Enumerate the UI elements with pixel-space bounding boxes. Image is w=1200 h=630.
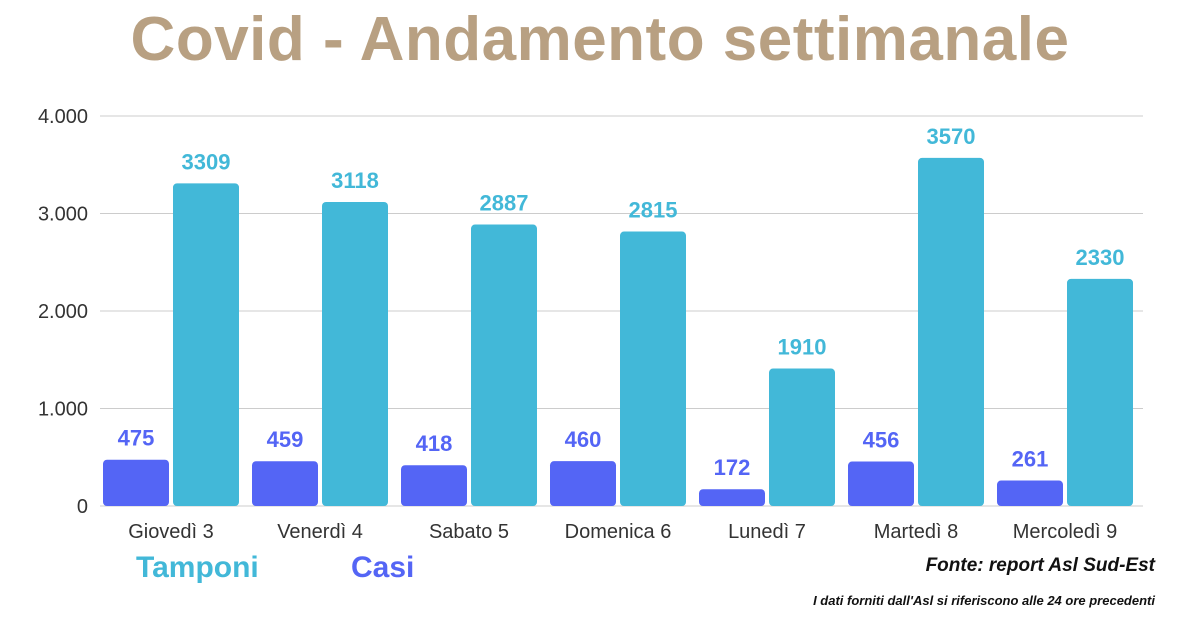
bar-tamponi bbox=[769, 368, 835, 506]
x-tick-label: Lunedì 7 bbox=[728, 521, 806, 543]
bar-casi bbox=[848, 461, 914, 506]
data-label-casi: 418 bbox=[416, 431, 453, 456]
y-tick-label: 3.000 bbox=[38, 204, 88, 226]
bar-casi bbox=[997, 480, 1063, 506]
bar-casi bbox=[252, 461, 318, 506]
data-label-casi: 460 bbox=[565, 427, 602, 452]
footnote-text: I dati forniti dall'Asl si riferiscono a… bbox=[813, 593, 1155, 608]
x-tick-label: Sabato 5 bbox=[429, 521, 509, 543]
y-tick-label: 4.000 bbox=[38, 106, 88, 128]
data-label-tamponi: 3309 bbox=[182, 149, 231, 174]
legend-tamponi: Tamponi bbox=[136, 551, 259, 584]
bar-tamponi bbox=[173, 183, 239, 506]
data-label-tamponi: 2330 bbox=[1076, 245, 1125, 270]
bar-tamponi bbox=[322, 201, 388, 506]
y-tick-label: 2.000 bbox=[38, 301, 88, 323]
x-tick-label: Martedì 8 bbox=[874, 521, 958, 543]
data-label-casi: 475 bbox=[118, 426, 155, 451]
bar-casi bbox=[103, 459, 169, 506]
x-tick-label: Venerdì 4 bbox=[277, 521, 363, 543]
data-label-tamponi: 1910 bbox=[778, 335, 827, 360]
data-label-tamponi: 2887 bbox=[480, 191, 529, 216]
source-text: Fonte: report Asl Sud-Est bbox=[925, 555, 1155, 576]
bar-tamponi bbox=[620, 231, 686, 506]
data-label-tamponi: 3118 bbox=[331, 168, 379, 193]
x-tick-label: Mercoledì 9 bbox=[1013, 521, 1118, 543]
data-label-casi: 172 bbox=[714, 455, 751, 480]
chart-title: Covid - Andamento settimanale bbox=[130, 5, 1070, 74]
y-tick-label: 0 bbox=[77, 496, 88, 518]
bar-casi bbox=[699, 489, 765, 506]
x-tick-label: Domenica 6 bbox=[565, 521, 672, 543]
bar-casi bbox=[550, 461, 616, 506]
bar-tamponi bbox=[471, 224, 537, 506]
data-label-casi: 261 bbox=[1012, 447, 1049, 472]
data-label-tamponi: 3570 bbox=[927, 124, 976, 149]
bar-tamponi bbox=[1067, 278, 1133, 506]
data-label-casi: 459 bbox=[267, 427, 304, 452]
data-label-casi: 456 bbox=[863, 428, 900, 453]
y-tick-label: 1.000 bbox=[38, 399, 88, 421]
data-label-tamponi: 2815 bbox=[629, 198, 678, 223]
x-tick-label: Giovedì 3 bbox=[128, 521, 214, 543]
bar-tamponi bbox=[918, 157, 984, 507]
bar-casi bbox=[401, 465, 467, 506]
legend-casi: Casi bbox=[351, 551, 415, 584]
